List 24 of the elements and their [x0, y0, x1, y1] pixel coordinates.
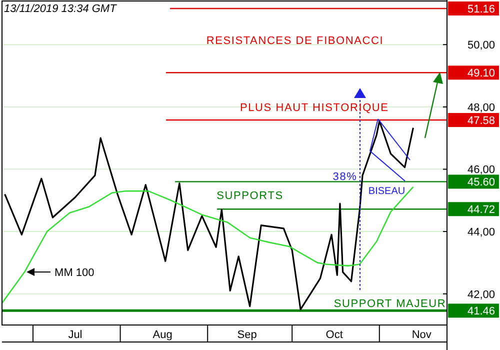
- y-tick-label: 48,00: [467, 102, 495, 114]
- ref-line-label: 49.10: [467, 68, 495, 80]
- annotation: PLUS HAUT HISTORIQUE: [240, 102, 389, 114]
- annotation: 13/11/2019 13:34 GMT: [4, 3, 118, 15]
- text: MM 100: [54, 267, 94, 280]
- x-tick-label: Sep: [237, 329, 257, 341]
- ref-line-label: 51.16: [467, 3, 495, 16]
- annotation: 38%: [332, 171, 358, 183]
- x-tick-label: Nov: [412, 329, 432, 341]
- ref-line-label: 41.46: [467, 306, 495, 318]
- annotation: SUPPORT MAJEUR: [334, 298, 446, 310]
- y-tick-label: 50,00: [467, 40, 495, 52]
- y-tick-label: 46,00: [467, 164, 495, 176]
- ref-line-label: 45.60: [467, 176, 495, 189]
- y-tick-label: 44,00: [467, 226, 495, 239]
- ref-line-label: 47.58: [467, 115, 495, 128]
- annotation: BISEAU: [368, 186, 406, 198]
- x-tick-label: Aug: [152, 329, 172, 341]
- ref-line-label: 44.72: [467, 204, 495, 216]
- x-tick-label: Jul: [68, 329, 82, 341]
- annotation: SUPPORTS: [216, 190, 284, 202]
- x-tick-label: Oct: [326, 329, 343, 341]
- y-tick-label: 42,00: [467, 288, 495, 301]
- annotation: RESISTANCES DE FIBONACCI: [206, 35, 384, 47]
